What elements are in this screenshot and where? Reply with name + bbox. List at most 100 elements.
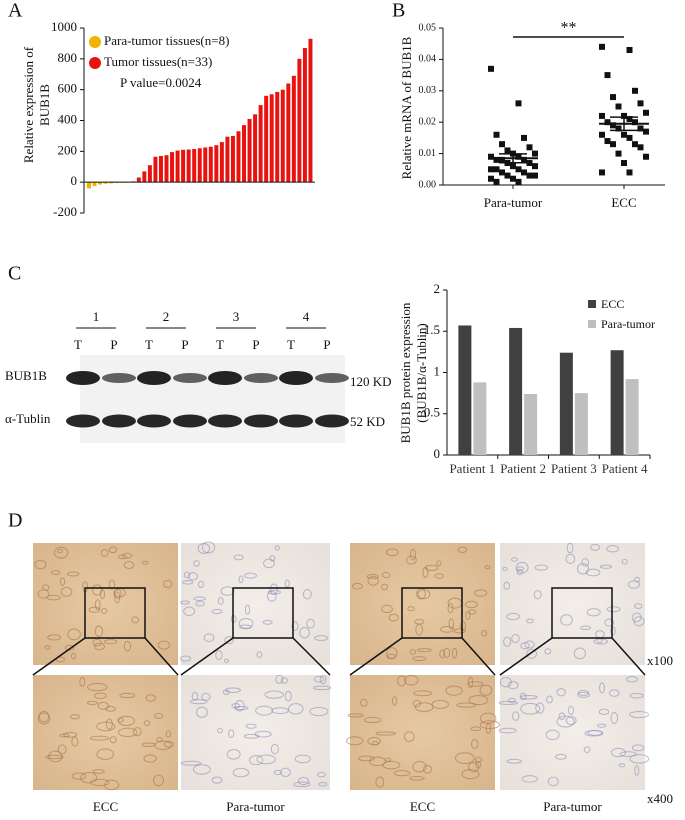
data-point <box>621 131 627 138</box>
magnification: x400 <box>647 791 673 806</box>
tissue-texture <box>123 561 135 569</box>
tissue-texture <box>119 692 136 699</box>
tissue-texture <box>580 625 592 630</box>
tissue-texture <box>512 711 520 721</box>
tissue-texture <box>404 674 419 686</box>
tissue-texture <box>609 689 620 697</box>
protein-band <box>173 373 207 383</box>
tissue-texture <box>375 776 385 788</box>
tissue-texture <box>263 558 275 569</box>
x-tick-label: Patient 3 <box>550 461 597 476</box>
data-point <box>532 150 538 157</box>
panel-letter: A <box>8 0 23 22</box>
tissue-texture <box>231 703 241 709</box>
tissue-texture <box>556 715 575 728</box>
tissue-texture <box>156 737 163 743</box>
data-point <box>632 141 638 148</box>
tissue-texture <box>117 554 128 560</box>
zoom-line <box>349 637 403 676</box>
tissue-texture <box>391 696 398 706</box>
tissue-image <box>33 543 178 665</box>
tissue-texture <box>59 577 66 587</box>
tissue-texture <box>503 636 512 647</box>
y-tick-label: 1.5 <box>424 322 440 337</box>
x-tick-label: Para-tumor <box>484 195 543 210</box>
data-point <box>599 112 605 119</box>
bar <box>208 146 213 183</box>
y-tick-label: 2 <box>434 281 441 296</box>
tissue-texture <box>367 576 379 586</box>
data-point <box>499 141 505 148</box>
tissue-texture <box>299 626 310 639</box>
tissue-texture <box>34 559 47 570</box>
tissue-texture <box>101 607 108 614</box>
y-tick-label: 0 <box>434 446 441 461</box>
tissue-texture <box>270 743 279 755</box>
bar <box>147 165 152 183</box>
tissue-texture <box>520 702 541 715</box>
tissue-texture <box>53 546 69 559</box>
tissue-texture <box>37 712 51 725</box>
legend-marker <box>588 320 596 328</box>
tissue-texture <box>319 675 327 685</box>
tissue-texture <box>468 695 489 706</box>
data-point <box>515 178 522 185</box>
tissue-texture <box>97 701 110 710</box>
tissue-texture <box>122 552 133 559</box>
tissue-texture <box>193 596 206 601</box>
data-point <box>521 134 527 141</box>
tissue-texture <box>610 626 616 636</box>
protein-band <box>244 373 278 383</box>
tissue-texture <box>407 606 415 612</box>
data-point <box>521 169 527 176</box>
tissue-texture <box>195 706 208 718</box>
tissue-texture <box>461 769 480 780</box>
row-label: α-Tublin <box>5 411 51 426</box>
tissue-texture <box>79 676 86 687</box>
tissue-texture <box>417 648 432 653</box>
bar <box>192 149 197 183</box>
tissue-texture <box>244 604 251 615</box>
y-tick-label: 200 <box>58 142 78 157</box>
tissue-texture <box>222 689 230 695</box>
x-tick-label: Patient 4 <box>601 461 648 476</box>
tissue-texture <box>412 690 433 697</box>
tissue-texture <box>520 642 530 650</box>
y-axis-label: Relative mRNA of BUB1B <box>399 36 414 179</box>
tissue-texture <box>180 760 202 766</box>
lane-label: T <box>287 337 295 352</box>
tissue-texture <box>393 770 411 777</box>
data-point <box>526 144 533 151</box>
tissue-texture <box>375 731 397 736</box>
tissue-texture <box>100 548 109 557</box>
tissue-texture <box>71 736 79 747</box>
data-point <box>626 116 633 123</box>
tissue-texture <box>593 638 608 645</box>
tissue-texture <box>448 618 455 630</box>
tissue-texture <box>465 611 471 620</box>
tissue-texture <box>524 640 535 649</box>
tissue-texture <box>217 597 224 606</box>
bar <box>109 182 114 184</box>
tissue-texture <box>503 581 510 590</box>
y-tick-label: 0 <box>71 173 78 188</box>
zoom-line <box>461 637 496 676</box>
bar <box>264 95 269 183</box>
tissue-texture <box>371 740 379 746</box>
tissue-texture <box>67 628 81 641</box>
tissue-texture <box>506 612 520 621</box>
tissue-texture <box>256 754 276 765</box>
tissue-texture <box>451 647 458 659</box>
y-tick-label: 0.02 <box>419 116 437 127</box>
bar <box>308 38 313 183</box>
tissue-texture <box>565 553 576 564</box>
tissue-texture <box>38 710 50 723</box>
tissue-texture <box>103 639 118 645</box>
tissue-texture <box>89 735 110 741</box>
zoom-line <box>292 637 331 676</box>
tissue-texture <box>634 765 640 776</box>
tissue-texture <box>57 744 67 755</box>
tissue-texture <box>313 685 332 691</box>
y-tick-label: -200 <box>53 204 77 219</box>
